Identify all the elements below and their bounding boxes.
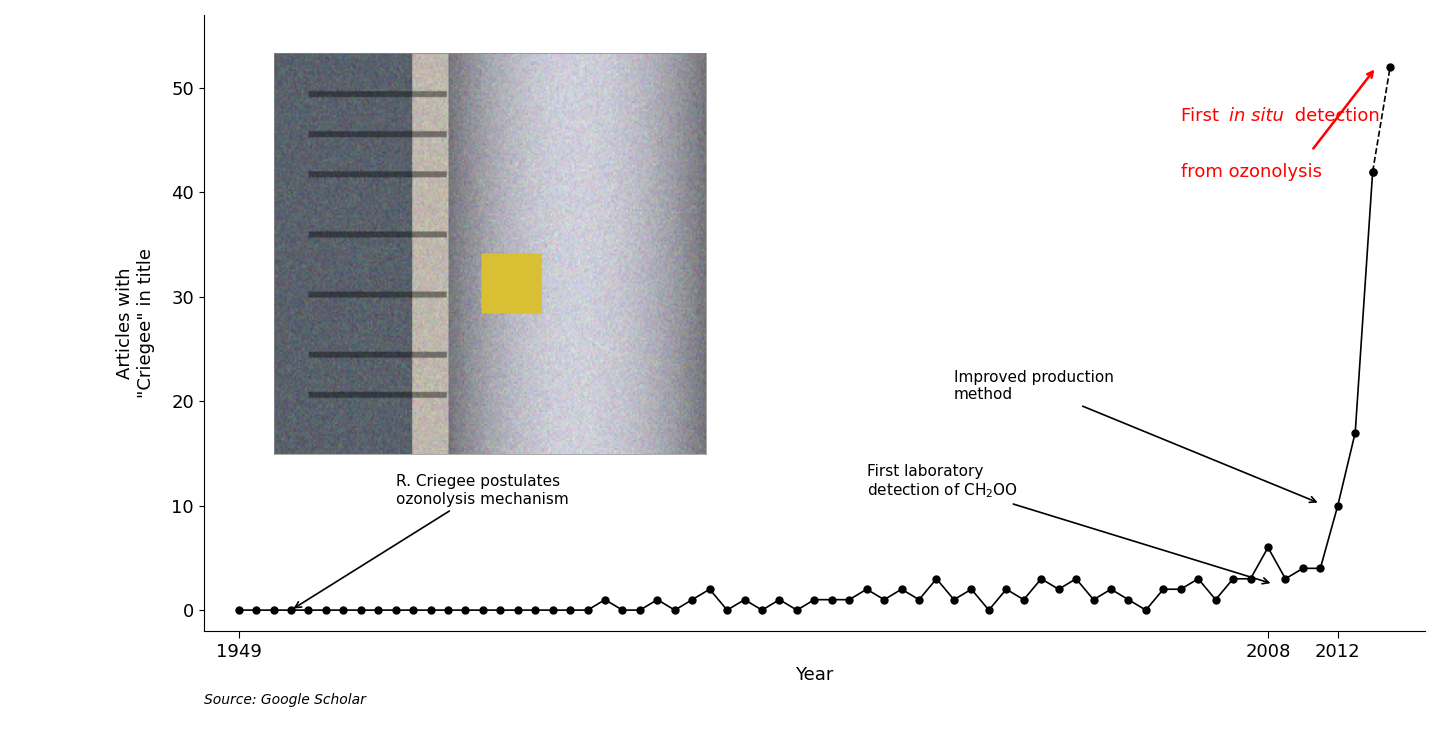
Text: First laboratory
detection of CH$_2$OO: First laboratory detection of CH$_2$OO xyxy=(867,464,1269,584)
Text: in situ: in situ xyxy=(1228,107,1283,125)
Y-axis label: Articles with
"Criegee" in title: Articles with "Criegee" in title xyxy=(115,248,154,398)
Text: detection: detection xyxy=(1289,107,1380,125)
X-axis label: Year: Year xyxy=(795,666,834,684)
Text: Source: Google Scholar: Source: Google Scholar xyxy=(203,692,366,707)
Text: First: First xyxy=(1181,107,1224,125)
Text: R. Criegee postulates
ozonolysis mechanism: R. Criegee postulates ozonolysis mechani… xyxy=(295,474,569,608)
Text: Improved production
method: Improved production method xyxy=(953,370,1316,503)
Text: from ozonolysis: from ozonolysis xyxy=(1181,163,1322,181)
